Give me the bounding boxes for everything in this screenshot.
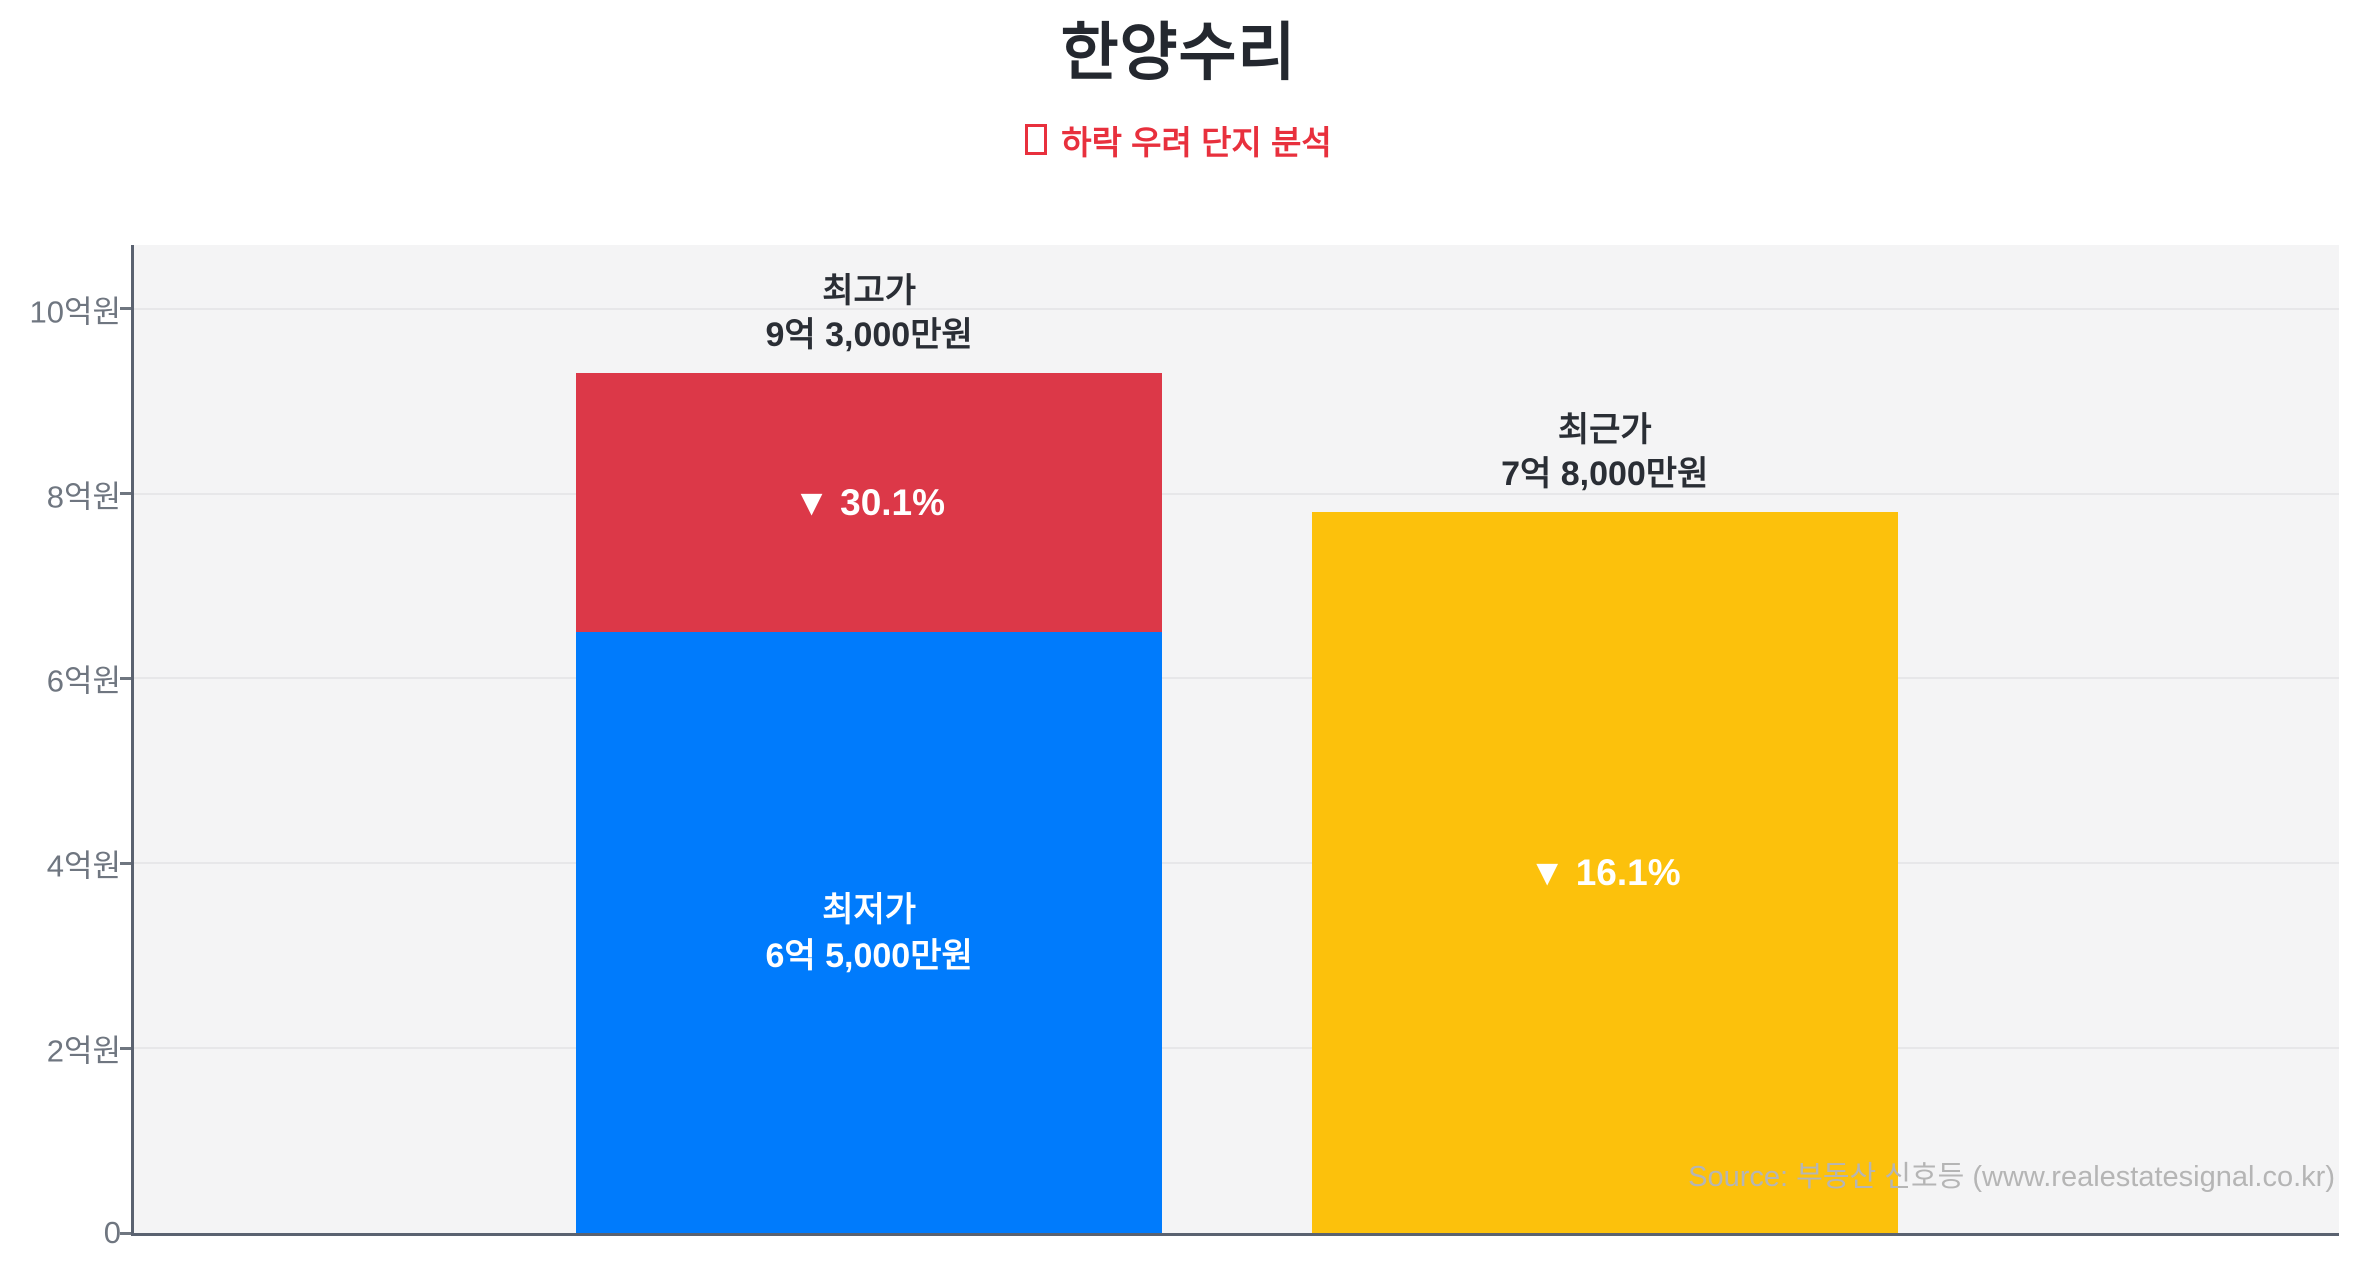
- bar-segment-최근가-하락폭: ▼ 16.1%: [1311, 512, 1898, 1233]
- segment-label: ▼ 30.1%: [793, 481, 946, 523]
- annotation-line: 7억 8,000만원: [1501, 455, 1709, 494]
- y-axis-label: 4억원: [46, 848, 121, 884]
- y-axis-tick: [120, 492, 131, 496]
- segment-label: 6억 5,000만원: [765, 936, 973, 975]
- source-credit: Source: 부동산 신호등 (www.realestatesignal.co…: [1688, 1161, 2335, 1193]
- subtitle-text: 하락 우려 단지 분석: [1061, 124, 1332, 161]
- gridline: [134, 677, 2339, 680]
- bar-annotation: 최근가 7억 8,000만원: [1285, 408, 1925, 496]
- y-axis-tick: [120, 676, 131, 680]
- gridline: [134, 307, 2339, 310]
- bar-segment-최고가-하락폭: ▼ 30.1%: [576, 373, 1163, 633]
- gridline: [134, 1047, 2339, 1050]
- y-axis-tick: [120, 861, 131, 865]
- y-axis-label: 0: [103, 1215, 121, 1250]
- page-title: 한양수리: [1060, 18, 1297, 88]
- y-axis-tick: [120, 307, 131, 311]
- segment-label: 최저가: [822, 890, 917, 929]
- annotation-line: 9억 3,000만원: [765, 316, 973, 355]
- gridline: [134, 862, 2339, 865]
- bar-annotation: 최고가 9억 3,000만원: [549, 269, 1189, 357]
- annotation-line: 최고가: [822, 272, 917, 311]
- y-axis-label: 2억원: [46, 1033, 121, 1069]
- chart-subtitle: 하락 우려 단지 분석: [0, 116, 2357, 164]
- square-icon: [1025, 124, 1048, 155]
- annotation-line: 최근가: [1557, 411, 1652, 450]
- y-axis-label: 8억원: [46, 479, 121, 515]
- y-axis-tick: [120, 1231, 131, 1235]
- gridline: [134, 492, 2339, 495]
- bar-segment-최저가: 최저가 6억 5,000만원: [576, 632, 1163, 1233]
- y-axis-label: 10억원: [29, 294, 121, 330]
- y-axis-tick: [120, 1046, 131, 1050]
- segment-label: ▼ 16.1%: [1528, 851, 1681, 893]
- plot-area: [131, 245, 2339, 1236]
- y-axis-label: 6억원: [46, 663, 121, 699]
